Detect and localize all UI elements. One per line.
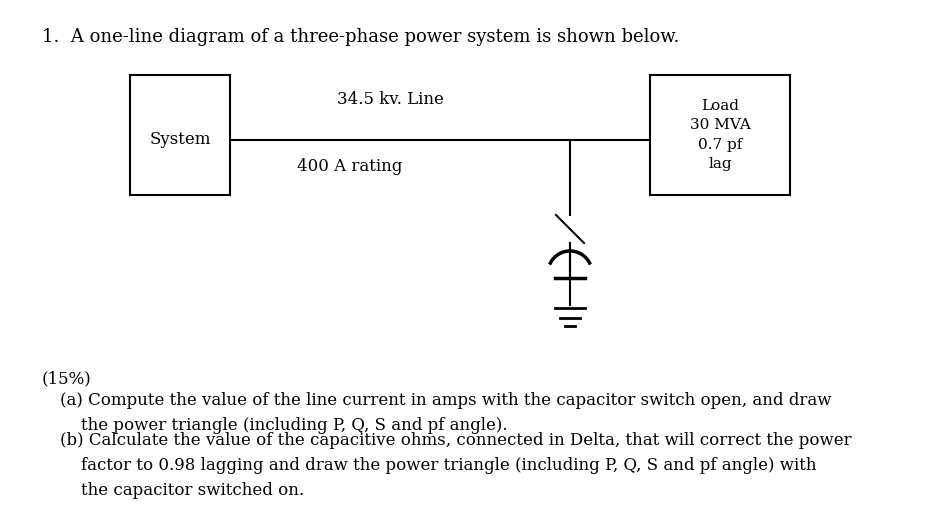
Text: (a) Compute the value of the line current in amps with the capacitor switch open: (a) Compute the value of the line curren… bbox=[60, 392, 831, 434]
Bar bbox=[129, 75, 229, 195]
Text: (15%): (15%) bbox=[42, 370, 91, 387]
Bar bbox=[649, 75, 789, 195]
Text: 1.  A one-line diagram of a three-phase power system is shown below.: 1. A one-line diagram of a three-phase p… bbox=[42, 28, 679, 46]
Text: 34.5 kv. Line: 34.5 kv. Line bbox=[336, 91, 443, 108]
Text: Load
30 MVA
0.7 pf
lag: Load 30 MVA 0.7 pf lag bbox=[689, 99, 749, 171]
Text: System: System bbox=[149, 131, 210, 149]
Text: 400 A rating: 400 A rating bbox=[297, 158, 403, 175]
Text: (b) Calculate the value of the capacitive ohms, connected in Delta, that will co: (b) Calculate the value of the capacitiv… bbox=[60, 432, 851, 499]
